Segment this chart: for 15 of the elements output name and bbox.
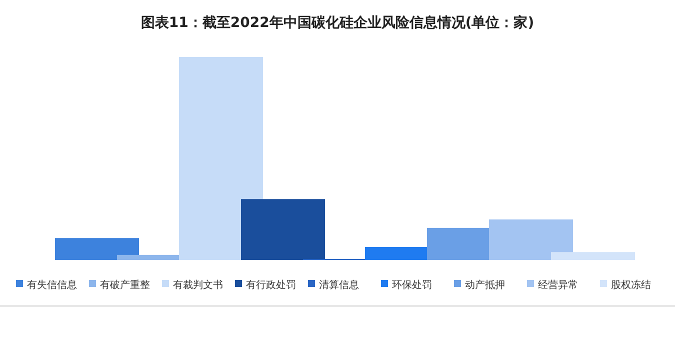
legend-label: 有裁判文书 (173, 279, 223, 291)
chart-title: 图表11：截至2022年中国碳化硅企业风险信息情况(单位：家) (140, 14, 534, 31)
bar (55, 238, 139, 260)
legend-label: 有失信信息 (27, 279, 77, 291)
bar (551, 252, 635, 260)
legend-label: 环保处罚 (392, 279, 432, 291)
legend-label: 股权冻结 (611, 279, 651, 291)
legend-label: 有破产重整 (100, 279, 150, 291)
bar (489, 219, 573, 260)
bar (241, 199, 325, 260)
legend-label: 有行政处罚 (246, 279, 296, 291)
legend-label: 动产抵押 (465, 279, 505, 291)
bar (179, 57, 263, 260)
legend-label: 经营异常 (538, 279, 578, 291)
legend-label: 清算信息 (319, 279, 359, 291)
